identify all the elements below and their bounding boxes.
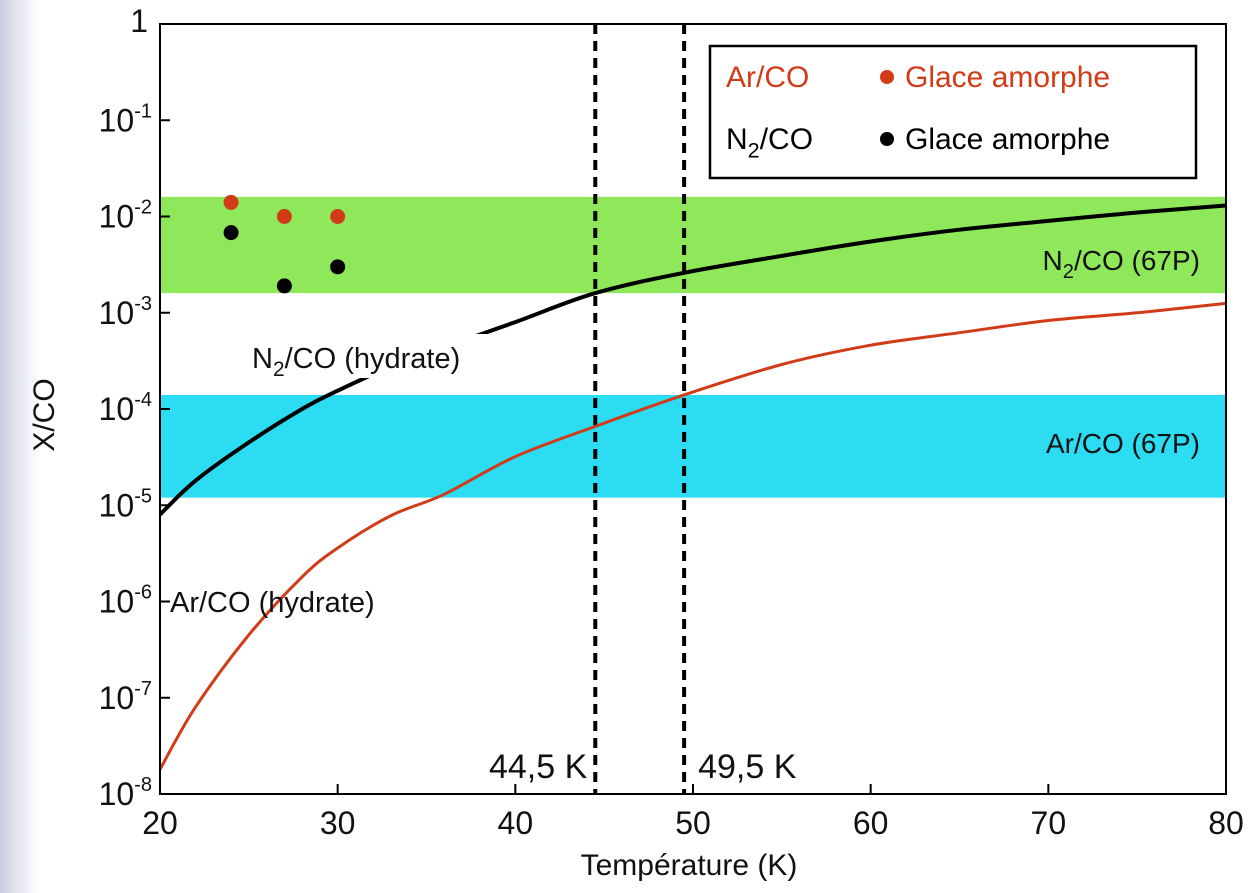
y-tick-label-1: 10-1	[99, 100, 152, 138]
band-label-0-main: N	[1043, 245, 1063, 276]
band-label-0-rest: /CO (67P)	[1074, 245, 1200, 276]
legend-box	[708, 44, 1198, 180]
band-label-1-main: Ar/CO (67P)	[1046, 428, 1200, 459]
legend-species-1-sub: 2	[748, 137, 760, 162]
vlines-layer: 44,5 K 49,5 K	[489, 24, 797, 794]
band-1	[160, 394, 1226, 498]
band-label-0: N2/CO (67P)	[1043, 245, 1200, 283]
y-tick-label-7: 10-7	[99, 678, 152, 716]
y-tick-base-2: 10	[99, 199, 135, 235]
x-tick-label-6: 80	[1208, 805, 1244, 841]
legend-marker-0	[880, 70, 894, 84]
band-label-0-sub: 2	[1063, 261, 1074, 283]
ticks-layer: 20 30 40 50 60 70 80110-110-210-310-410-510-61…	[99, 3, 1244, 841]
y-tick-base-4: 10	[99, 391, 135, 427]
point-0-1	[276, 209, 292, 224]
y-tick-exp-4: -4	[134, 389, 152, 411]
y-tick-base-0: 1	[130, 3, 148, 39]
vline-label-0: 44,5 K	[489, 748, 588, 786]
y-tick-label-6: 10-6	[99, 582, 152, 620]
x-tick-label-0: 20	[142, 805, 178, 841]
legend-text-0: Glace amorphe	[905, 61, 1110, 94]
bands-layer: N2/CO (67P)Ar/CO (67P)	[160, 196, 1226, 498]
y-tick-exp-1: -1	[134, 100, 152, 122]
y-tick-exp-8: -8	[134, 774, 152, 796]
series-line-0	[158, 203, 1227, 517]
x-tick-label-2: 40	[498, 805, 534, 841]
legend: Ar/CO Glace amorphe N2/CO Glace amorphe	[708, 44, 1198, 180]
y-tick-base-5: 10	[99, 487, 135, 523]
y-tick-label-5: 10-5	[99, 485, 152, 523]
series-label-0-sub: 2	[273, 358, 285, 381]
legend-species-1-main: N	[726, 123, 748, 156]
y-tick-label-4: 10-4	[99, 389, 152, 427]
y-tick-base-8: 10	[99, 776, 135, 812]
y-tick-exp-2: -2	[134, 197, 152, 219]
y-tick-base-6: 10	[99, 584, 135, 620]
y-tick-label-2: 10-2	[99, 197, 152, 235]
legend-marker-1	[880, 132, 894, 146]
y-tick-exp-5: -5	[134, 485, 152, 507]
x-axis-label: Température (K)	[581, 849, 798, 882]
legend-species-1: N2/CO	[726, 123, 813, 162]
point-1-1	[276, 278, 292, 294]
y-tick-exp-7: -7	[134, 678, 152, 700]
band-label-1: Ar/CO (67P)	[1046, 428, 1200, 459]
y-axis-label: X/CO	[28, 378, 61, 451]
point-0-2	[330, 209, 346, 224]
legend-species-1-rest: /CO	[760, 123, 813, 156]
y-tick-exp-3: -3	[134, 293, 152, 315]
series-label-0: N2/CO (hydrate)	[252, 343, 460, 381]
series-label-0-main: N	[252, 343, 273, 375]
legend-species-0: Ar/CO	[726, 61, 809, 94]
y-tick-label-8: 10-8	[99, 774, 152, 812]
x-tick-label-5: 70	[1031, 805, 1067, 841]
y-tick-label-3: 10-3	[99, 293, 152, 331]
series-label-1: Ar/CO (hydrate)	[170, 587, 375, 619]
legend-text-1: Glace amorphe	[905, 123, 1110, 156]
y-tick-label-0: 1	[130, 3, 148, 39]
x-tick-label-4: 60	[853, 805, 889, 841]
y-tick-base-1: 10	[99, 102, 135, 138]
y-tick-base-7: 10	[99, 680, 135, 716]
x-tick-label-3: 50	[675, 805, 711, 841]
series-label-0-rest: /CO (hydrate)	[285, 343, 461, 375]
point-1-0	[223, 225, 239, 241]
point-0-0	[223, 194, 239, 210]
series-label-bg-0	[248, 334, 530, 378]
y-tick-base-3: 10	[99, 295, 135, 331]
points-layer	[223, 194, 346, 294]
series-line-1	[158, 301, 1227, 771]
series-layer: N2/CO (hydrate)Ar/CO (hydrate)	[158, 203, 1227, 771]
series-label-1-main: Ar/CO (hydrate)	[170, 587, 375, 619]
legend-species-0-main: Ar/CO	[726, 61, 809, 94]
point-1-2	[330, 259, 346, 275]
y-tick-exp-6: -6	[134, 582, 152, 604]
x-tick-label-1: 30	[320, 805, 356, 841]
vline-label-1: 49,5 K	[698, 748, 797, 786]
